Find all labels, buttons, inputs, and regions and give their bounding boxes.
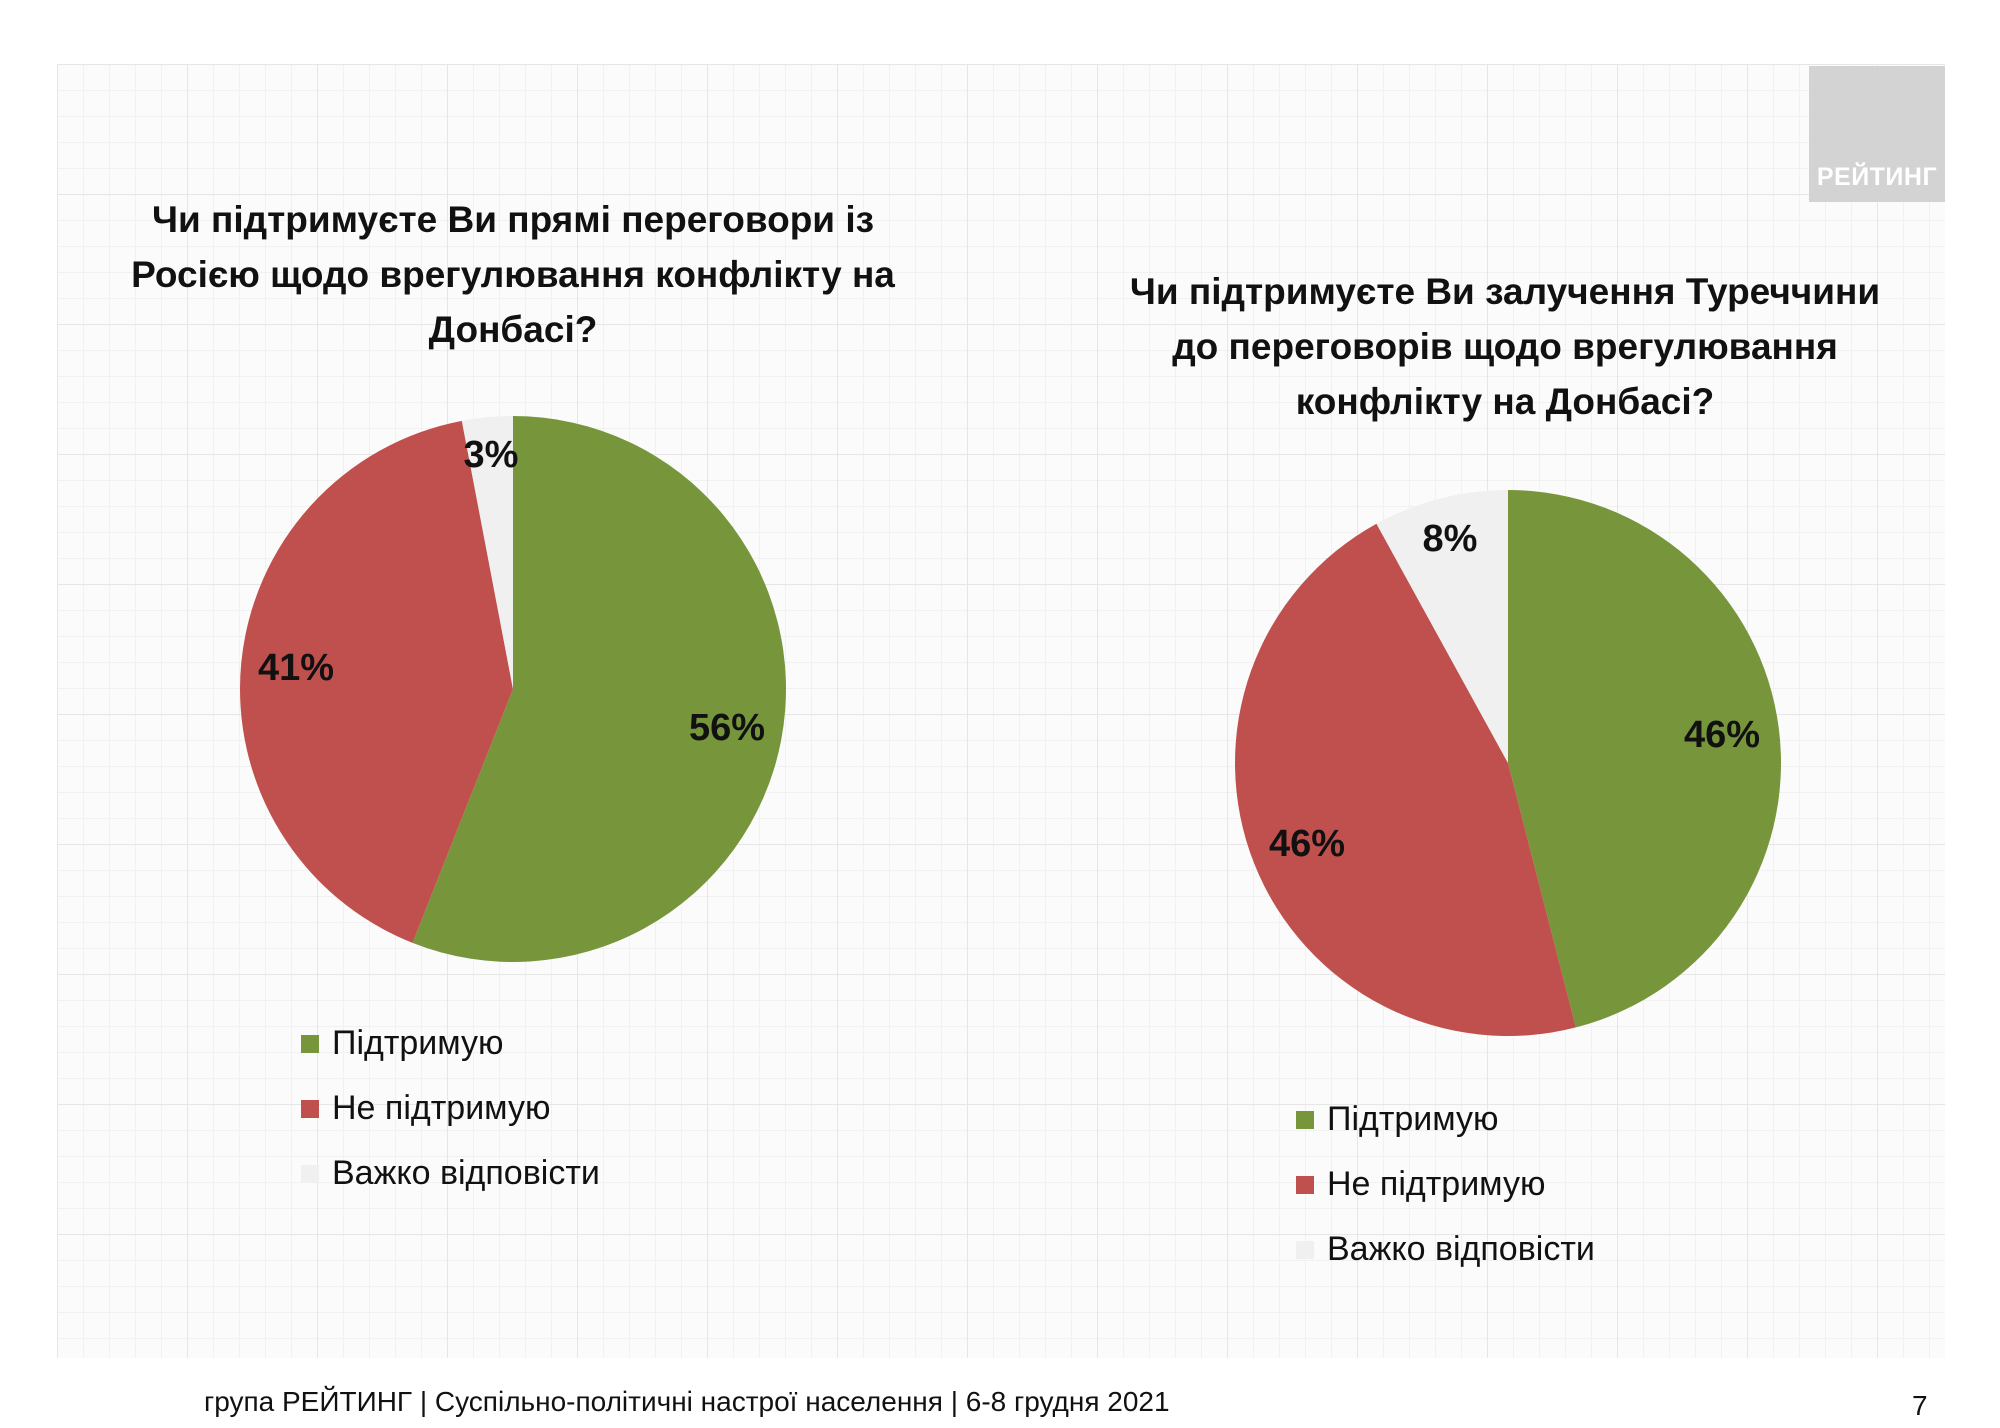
- chart-1-slice-support: [412, 416, 786, 962]
- chart-2-legend: Підтримую Не підтримую Важко відповісти: [1296, 1087, 1595, 1282]
- legend-item-hard: Важко відповісти: [301, 1141, 600, 1206]
- legend-label: Не підтримую: [1327, 1165, 1546, 1203]
- legend-item-support: Підтримую: [1296, 1087, 1595, 1152]
- chart-2-slice-oppose: [1234, 523, 1576, 1037]
- legend-label: Не підтримую: [332, 1089, 551, 1127]
- chart-2-data-label-support: 46%: [1684, 714, 1760, 756]
- chart-1-slice-hard: [461, 416, 513, 689]
- chart-1-slice-oppose: [239, 420, 513, 943]
- legend-swatch: [301, 1099, 319, 1118]
- legend-swatch: [301, 1164, 319, 1183]
- legend-item-oppose: Не підтримую: [301, 1076, 600, 1141]
- logo: РЕЙТИНГ: [1809, 66, 1945, 202]
- chart-1-title: Чи підтримуєте Ви прямі переговори із Ро…: [131, 199, 895, 350]
- chart-1-data-label-oppose: 41%: [258, 647, 334, 689]
- legend-label: Важко відповісти: [1327, 1230, 1595, 1268]
- chart-2-data-label-oppose: 46%: [1269, 823, 1345, 865]
- legend-item-hard: Важко відповісти: [1296, 1217, 1595, 1282]
- legend-label: Важко відповісти: [332, 1154, 600, 1192]
- chart-1-data-label-support: 56%: [689, 707, 765, 749]
- footer-text: група РЕЙТИНГ | Суспільно-політичні наст…: [204, 1386, 1170, 1417]
- chart-1-data-label-hard: 3%: [464, 434, 519, 476]
- legend-swatch: [301, 1034, 319, 1053]
- legend-item-oppose: Не підтримую: [1296, 1152, 1595, 1217]
- legend-swatch: [1296, 1175, 1314, 1194]
- chart-2-data-label-hard: 8%: [1423, 518, 1478, 560]
- chart-2-title: Чи підтримуєте Ви залучення Туреччини до…: [1129, 271, 1881, 422]
- legend-swatch: [1296, 1110, 1314, 1129]
- legend-label: Підтримую: [332, 1024, 504, 1062]
- chart-1-legend: Підтримую Не підтримую Важко відповісти: [301, 1011, 600, 1206]
- page-number: 7: [1912, 1390, 1928, 1421]
- legend-label: Підтримую: [1327, 1100, 1499, 1138]
- legend-item-support: Підтримую: [301, 1011, 600, 1076]
- legend-swatch: [1296, 1240, 1314, 1259]
- logo-text: РЕЙТИНГ: [1816, 163, 1938, 191]
- chart-2-slice-support: [1508, 490, 1781, 1028]
- chart-2-slice-hard: [1376, 490, 1508, 763]
